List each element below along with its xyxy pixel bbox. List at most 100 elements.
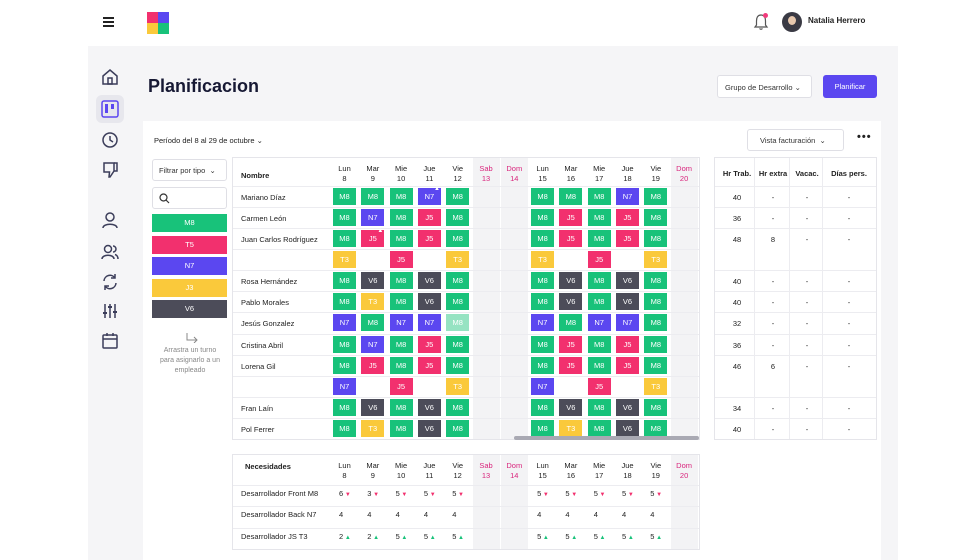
shift-cell[interactable]: M8 <box>531 209 555 226</box>
filter-type-select[interactable]: Filtrar por tipo ⌄ <box>152 159 227 181</box>
employee-name[interactable]: Carmen León <box>241 214 287 223</box>
shift-cell[interactable]: M8 <box>389 336 413 353</box>
shift-cell[interactable]: M8 <box>389 357 413 374</box>
shift-cell[interactable]: T3 <box>361 293 385 310</box>
shift-cell[interactable]: M8 <box>531 188 555 205</box>
horizontal-scrollbar[interactable] <box>514 436 699 440</box>
shift-cell[interactable]: M8 <box>644 314 668 331</box>
shift-cell[interactable]: T3 <box>446 251 470 268</box>
shift-cell[interactable]: J5 <box>389 378 413 395</box>
shift-cell[interactable]: J5 <box>559 209 583 226</box>
shift-cell[interactable]: M8 <box>446 272 470 289</box>
shift-cell[interactable]: M8 <box>389 399 413 416</box>
period-select[interactable]: Período del 8 al 29 de octubre ⌄ <box>154 136 263 145</box>
shift-cell[interactable]: M8 <box>644 272 668 289</box>
shift-cell[interactable]: M8 <box>644 336 668 353</box>
shift-cell[interactable]: M8 <box>531 420 555 437</box>
shift-cell[interactable]: N7 <box>616 188 639 205</box>
shift-cell[interactable]: T3 <box>361 420 385 437</box>
shift-cell[interactable]: J5 <box>417 336 441 353</box>
shift-cell[interactable]: V6 <box>616 293 639 310</box>
shift-cell[interactable]: M8 <box>644 188 668 205</box>
shift-cell[interactable]: M8 <box>644 230 668 247</box>
shift-cell[interactable]: N7 ▲ <box>417 186 441 205</box>
shift-cell[interactable]: J5 <box>616 230 639 247</box>
home-icon[interactable] <box>100 67 120 87</box>
shift-cell[interactable]: V6 <box>616 399 639 416</box>
shift-cell[interactable]: M8 <box>587 420 611 437</box>
shift-cell[interactable]: M8 <box>446 314 470 331</box>
shift-cell[interactable]: M8 <box>389 420 413 437</box>
shift-cell[interactable]: N7 <box>531 378 555 395</box>
shift-cell[interactable]: V6 <box>417 399 441 416</box>
shift-cell[interactable]: N7 <box>333 314 356 331</box>
shift-cell[interactable]: M8 <box>333 357 356 374</box>
employee-name[interactable]: Lorena Gil <box>241 362 276 371</box>
avatar[interactable] <box>782 12 802 32</box>
shift-cell[interactable]: J5 ▲ <box>361 228 385 247</box>
shift-cell[interactable]: M8 <box>644 399 668 416</box>
shift-cell[interactable]: N7 <box>587 314 611 331</box>
employee-name[interactable]: Pablo Morales <box>241 298 289 307</box>
shift-cell[interactable]: M8 <box>644 293 668 310</box>
employee-name[interactable]: Cristina Abril <box>241 341 284 350</box>
shift-cell[interactable]: J5 <box>389 251 413 268</box>
shift-cell[interactable]: V6 <box>417 420 441 437</box>
shift-cell[interactable]: M8 <box>531 336 555 353</box>
sliders-icon[interactable] <box>100 301 120 321</box>
clock-icon[interactable] <box>100 130 120 150</box>
shift-cell[interactable]: M8 <box>644 420 668 437</box>
shift-cell[interactable]: M8 <box>446 293 470 310</box>
shift-cell[interactable]: J5 <box>559 230 583 247</box>
shift-cell[interactable]: T3 <box>644 378 668 395</box>
shift-cell[interactable]: M8 <box>559 188 583 205</box>
shift-cell[interactable]: M8 <box>333 209 356 226</box>
employee-name[interactable]: Mariano Díaz <box>241 193 286 202</box>
shift-cell[interactable]: M8 <box>531 357 555 374</box>
shift-cell[interactable]: M8 <box>531 230 555 247</box>
shift-cell[interactable]: M8 <box>446 420 470 437</box>
shift-cell[interactable]: M8 <box>446 188 470 205</box>
shift-cell[interactable]: J5 <box>559 357 583 374</box>
shift-cell[interactable]: N7 <box>389 314 413 331</box>
group-select[interactable]: Grupo de Desarrollo ⌄ <box>717 75 812 98</box>
employee-name[interactable]: Juan Carlos Rodríguez <box>241 235 318 244</box>
shift-cell[interactable]: T3 <box>531 251 555 268</box>
shift-cell[interactable]: J5 <box>559 336 583 353</box>
search-input[interactable] <box>152 187 227 209</box>
shift-cell[interactable]: T3 <box>644 251 668 268</box>
shift-cell[interactable]: V6 <box>417 293 441 310</box>
shift-cell[interactable]: M8 <box>389 272 413 289</box>
shift-cell[interactable]: M8 <box>587 188 611 205</box>
shift-cell[interactable]: M8 <box>644 209 668 226</box>
shift-cell[interactable]: V6 <box>559 272 583 289</box>
user-name[interactable]: Natalia Herrero <box>808 16 866 25</box>
shift-cell[interactable]: J5 <box>417 209 441 226</box>
shift-cell[interactable]: M8 <box>531 399 555 416</box>
shift-cell[interactable]: J5 <box>417 230 441 247</box>
shift-cell[interactable]: N7 <box>616 314 639 331</box>
shift-cell[interactable]: N7 <box>333 378 356 395</box>
employee-name[interactable]: Jesús Gonzalez <box>241 319 295 328</box>
shift-cell[interactable]: V6 <box>361 272 385 289</box>
shift-cell[interactable]: V6 <box>361 399 385 416</box>
shift-cell[interactable]: N7 <box>531 314 555 331</box>
shift-cell[interactable]: M8 <box>333 336 356 353</box>
shift-cell[interactable]: M8 <box>587 336 611 353</box>
shift-cell[interactable]: M8 <box>333 230 356 247</box>
palette-shift-T5[interactable]: T5 <box>152 235 227 254</box>
shift-cell[interactable]: V6 <box>559 293 583 310</box>
shift-cell[interactable]: J5 <box>361 357 385 374</box>
users-icon[interactable] <box>100 242 120 262</box>
shift-cell[interactable]: M8 <box>587 293 611 310</box>
shift-cell[interactable]: M8 <box>587 230 611 247</box>
shift-cell[interactable]: T3 <box>333 251 356 268</box>
calendar-icon[interactable] <box>100 331 120 351</box>
shift-cell[interactable]: T3 <box>446 378 470 395</box>
menu-icon[interactable] <box>103 17 114 27</box>
shift-cell[interactable]: J5 <box>616 209 639 226</box>
shift-cell[interactable]: M8 <box>333 420 356 437</box>
shift-cell[interactable]: M8 <box>389 188 413 205</box>
shift-cell[interactable]: M8 <box>333 399 356 416</box>
planning-board-icon[interactable] <box>96 95 124 123</box>
